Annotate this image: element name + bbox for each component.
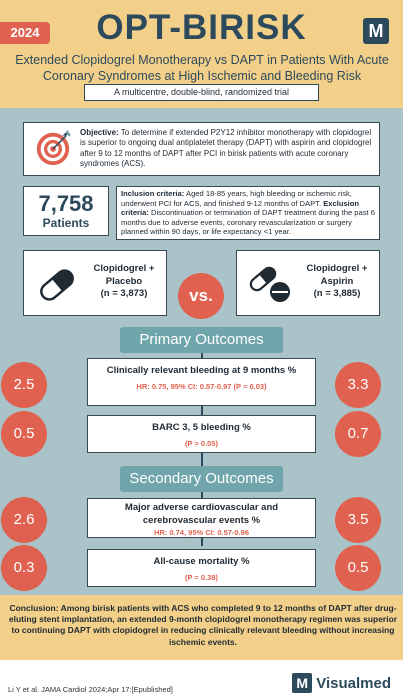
- connector-line: [201, 492, 203, 498]
- inclusion-text: Aged 18-85 years, high bleeding or ische…: [121, 189, 352, 208]
- right-value-badge: 0.7: [335, 411, 381, 457]
- left-value-badge: 2.5: [1, 362, 47, 408]
- connector-line: [201, 452, 203, 466]
- arm-right-line1: Clopidogrel +: [306, 263, 368, 274]
- primary-outcomes-header: Primary Outcomes: [120, 327, 283, 353]
- right-value-badge: 0.5: [335, 545, 381, 591]
- trial-design-label: A multicentre, double-blind, randomized …: [84, 84, 319, 101]
- outcome-title: Clinically relevant bleeding at 9 months…: [106, 365, 297, 376]
- arm-left-text: Clopidogrel + Placebo (n = 3,873): [82, 263, 166, 301]
- brand-logo-icon: M: [363, 18, 389, 44]
- citation: Li Y et al. JAMA Cardiol 2024;Apr 17:[Ep…: [8, 685, 173, 694]
- outcome-stat: HR: 0.75, 95% CI: 0.57-0.97 (P = 0.03): [136, 381, 267, 391]
- outcome-box: All-cause mortality % (P = 0.38): [87, 549, 316, 587]
- connector-line: [201, 353, 203, 362]
- arm-clopidogrel-placebo: Clopidogrel + Placebo (n = 3,873): [23, 250, 167, 316]
- outcome-box: BARC 3, 5 bleeding % (P > 0.05): [87, 415, 316, 453]
- objective-box: Objective: To determine if extended P2Y1…: [23, 122, 380, 176]
- left-value-badge: 2.6: [1, 497, 47, 543]
- outcome-title: Major adverse cardiovascular and cerebro…: [124, 502, 279, 526]
- outcome-stat: (P > 0.05): [184, 438, 218, 448]
- arm-right-text: Clopidogrel + Aspirin (n = 3,885): [295, 263, 379, 301]
- brand-name: Visualmed: [316, 674, 391, 692]
- criteria-box: Inclusion criteria: Aged 18-85 years, hi…: [116, 186, 380, 240]
- arm-left-n: (n = 3,873): [100, 288, 148, 299]
- page-subtitle: Extended Clopidogrel Monotherapy vs DAPT…: [15, 53, 389, 83]
- patients-box: 7,758 Patients: [23, 186, 109, 236]
- right-value-badge: 3.5: [335, 497, 381, 543]
- arm-left-line2: Placebo: [105, 275, 143, 287]
- arm-clopidogrel-aspirin: Clopidogrel + Aspirin (n = 3,885): [236, 250, 380, 316]
- left-value-badge: 0.3: [1, 545, 47, 591]
- footer: Li Y et al. JAMA Cardiol 2024;Apr 17:[Ep…: [0, 660, 403, 700]
- outcome-box: Major adverse cardiovascular and cerebro…: [87, 498, 316, 538]
- inclusion-label: Inclusion criteria:: [121, 189, 185, 198]
- exclusion-text: Discontinuation or termination of DAPT t…: [121, 208, 375, 237]
- objective-body: To determine if extended P2Y12 inhibitor…: [80, 128, 372, 168]
- pills-tablet-icon: [249, 266, 290, 302]
- outcome-stat: HR: 0.74, 95% CI: 0.57-0.96: [153, 528, 250, 537]
- arm-right-line2: Aspirin: [320, 275, 354, 287]
- page-title: OPT-BIRISK: [96, 8, 307, 47]
- outcome-stat: (P = 0.38): [184, 572, 218, 582]
- patient-count: 7,758: [38, 191, 94, 216]
- conclusion-banner: Conclusion: Among birisk patients with A…: [0, 595, 403, 660]
- target-icon: [36, 129, 72, 166]
- capsule-pill-icon: [40, 269, 74, 301]
- brand: M Visualmed: [292, 673, 391, 693]
- vs-badge: vs.: [178, 273, 224, 319]
- secondary-outcomes-header: Secondary Outcomes: [120, 466, 283, 492]
- arm-left-line1: Clopidogrel +: [93, 263, 155, 274]
- exclusion-label: Exclusion criteria:: [121, 198, 360, 218]
- connector-line: [201, 406, 203, 415]
- conclusion-body: Among birisk patients with ACS who compl…: [8, 603, 398, 647]
- outcome-box: Clinically relevant bleeding at 9 months…: [87, 358, 316, 406]
- outcome-title: BARC 3, 5 bleeding %: [152, 422, 251, 433]
- left-value-badge: 0.5: [1, 411, 47, 457]
- conclusion-label: Conclusion:: [9, 603, 59, 613]
- objective-label: Objective:: [80, 128, 119, 137]
- conclusion-text: Conclusion: Among birisk patients with A…: [8, 603, 398, 648]
- objective-text: Objective: To determine if extended P2Y1…: [80, 128, 376, 169]
- brand-logo-icon: M: [292, 673, 313, 693]
- criteria-text: Inclusion criteria: Aged 18-85 years, hi…: [121, 189, 377, 237]
- arm-right-n: (n = 3,885): [313, 288, 361, 299]
- right-value-badge: 3.3: [335, 362, 381, 408]
- year-badge: 2024: [0, 22, 50, 44]
- patients-label: Patients: [42, 216, 90, 230]
- connector-line: [201, 538, 203, 546]
- header-banner: 2024 OPT-BIRISK M Extended Clopidogrel M…: [0, 0, 403, 108]
- outcome-title: All-cause mortality %: [153, 556, 250, 567]
